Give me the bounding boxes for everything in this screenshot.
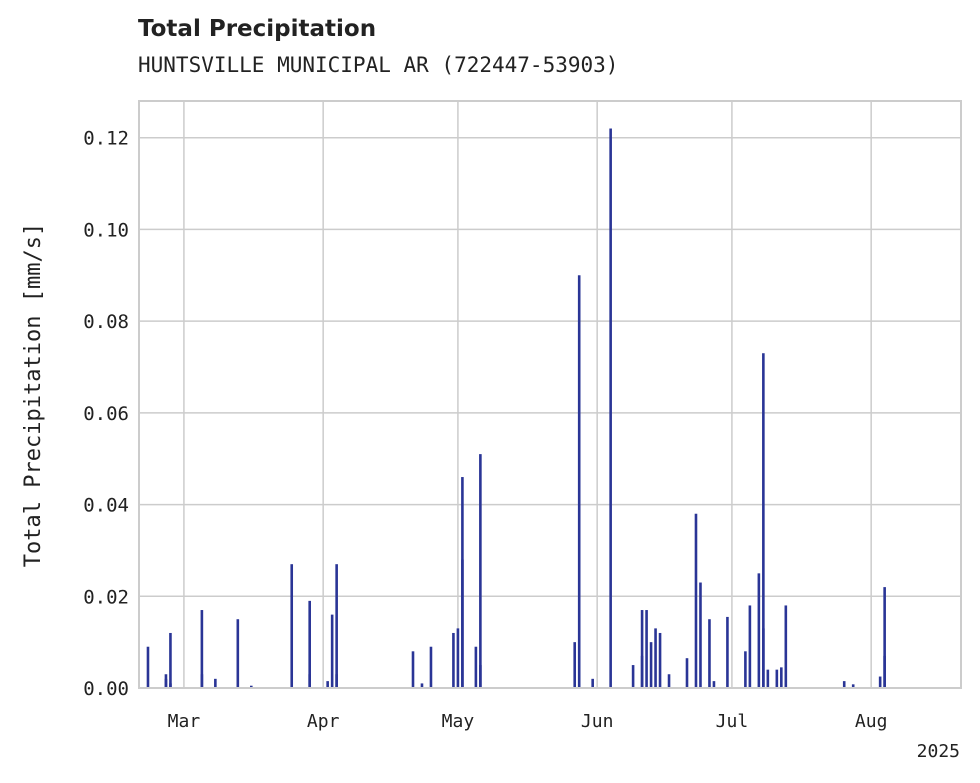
precip-bar bbox=[762, 628, 765, 688]
precip-bar bbox=[883, 587, 886, 688]
precip-bar bbox=[326, 681, 329, 688]
precip-bar bbox=[883, 655, 886, 688]
precip-bar bbox=[429, 646, 433, 688]
x-tick-label-jul: Jul bbox=[716, 711, 749, 732]
precip-bar bbox=[200, 674, 204, 688]
precip-bar bbox=[658, 632, 662, 688]
precip-bar bbox=[649, 642, 653, 688]
y-tick-label: 0.00 bbox=[83, 678, 129, 700]
precip-bar bbox=[757, 573, 761, 688]
precip-bar bbox=[645, 610, 648, 688]
precip-bar bbox=[461, 559, 464, 688]
chart-title: Total Precipitation bbox=[138, 16, 377, 42]
y-tick-label: 0.12 bbox=[83, 128, 129, 150]
y-tick-label: 0.04 bbox=[83, 495, 129, 517]
precip-bar bbox=[784, 605, 788, 688]
precip-bar bbox=[609, 128, 612, 688]
precip-bar bbox=[479, 665, 482, 688]
precip-bar bbox=[420, 683, 424, 688]
precip-bar bbox=[842, 681, 846, 688]
chart-subtitle: HUNTSVILLE MUNICIPAL AR (722447-53903) bbox=[138, 53, 619, 77]
precip-bar bbox=[335, 564, 338, 688]
precip-bar bbox=[851, 684, 855, 688]
precip-bar bbox=[456, 628, 460, 688]
precip-bar bbox=[631, 665, 635, 688]
precip-bar bbox=[726, 616, 729, 688]
y-tick-label: 0.02 bbox=[83, 586, 129, 608]
precip-bar bbox=[249, 685, 253, 688]
precip-bar bbox=[169, 632, 172, 688]
plot-frame bbox=[138, 100, 962, 689]
precip-bar bbox=[479, 454, 482, 688]
precip-bar bbox=[335, 674, 338, 688]
precip-bar bbox=[452, 632, 455, 688]
precip-bar bbox=[640, 610, 644, 688]
precip-bar bbox=[330, 614, 334, 688]
precip-bar bbox=[699, 582, 702, 688]
grid-layer bbox=[139, 101, 961, 689]
y-tick-label: 0.10 bbox=[83, 219, 129, 241]
precip-bar bbox=[411, 651, 415, 688]
bar-layer bbox=[146, 128, 886, 688]
precip-bar bbox=[708, 619, 711, 688]
precip-bar bbox=[744, 651, 747, 688]
precip-bar bbox=[200, 610, 204, 688]
tick-layer: 0.00 0.02 0.04 0.06 0.08 0.10 0.12 Mar Apr May Jun… bbox=[83, 128, 887, 732]
precip-bar bbox=[308, 674, 311, 688]
precip-bar bbox=[591, 678, 594, 688]
y-tick-label: 0.08 bbox=[83, 311, 129, 333]
precip-bar bbox=[308, 600, 311, 688]
y-tick-label: 0.06 bbox=[83, 403, 129, 425]
precip-bar bbox=[164, 674, 168, 688]
precip-bar bbox=[290, 564, 294, 688]
precip-bar bbox=[685, 658, 689, 688]
precip-bar bbox=[667, 674, 671, 688]
precip-bar bbox=[236, 619, 240, 688]
precip-bar bbox=[654, 628, 657, 688]
precip-bar bbox=[214, 678, 217, 688]
precip-bar bbox=[573, 642, 577, 688]
precip-bar bbox=[169, 683, 172, 688]
precip-bar bbox=[146, 646, 150, 688]
year-label: 2025 bbox=[917, 741, 960, 762]
precip-bar bbox=[694, 513, 698, 688]
precip-bar bbox=[762, 353, 765, 688]
y-axis-label: Total Precipitation [mm/s] bbox=[21, 223, 46, 567]
precip-bar bbox=[780, 667, 783, 688]
precip-bar bbox=[712, 681, 716, 688]
precip-bar bbox=[640, 655, 644, 688]
precip-bar bbox=[766, 669, 770, 688]
x-tick-label-aug: Aug bbox=[855, 711, 888, 732]
precip-bar bbox=[577, 275, 581, 688]
x-tick-label-may: May bbox=[442, 711, 475, 732]
x-tick-label-mar: Mar bbox=[168, 711, 201, 732]
x-tick-label-apr: Apr bbox=[307, 711, 340, 732]
precip-bar bbox=[474, 646, 478, 688]
x-tick-label-jun: Jun bbox=[581, 711, 614, 732]
precip-bar bbox=[878, 676, 882, 688]
precip-bar bbox=[748, 605, 752, 688]
precip-bar bbox=[775, 669, 779, 688]
